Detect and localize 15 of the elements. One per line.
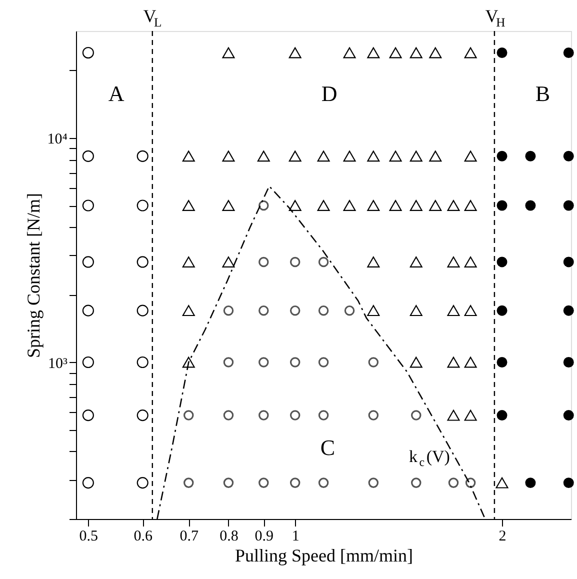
x-axis-title: Pulling Speed [mm/min] xyxy=(235,546,413,566)
x-tick-label: 0.5 xyxy=(79,528,98,544)
annotation: A xyxy=(108,81,124,106)
annotation: C xyxy=(320,435,336,460)
annotation: D xyxy=(321,81,338,106)
y-axis-title: Spring Constant [N/m] xyxy=(23,193,44,358)
y-tick-label: 10³ xyxy=(48,356,68,372)
x-tick-label: 0.8 xyxy=(220,528,238,544)
x-tick-label: 0.7 xyxy=(180,528,199,544)
y-tick-label: 10⁴ xyxy=(47,131,68,148)
annotation: B xyxy=(535,81,550,106)
x-tick-label: 0.9 xyxy=(254,528,274,544)
x-tick-label: 2 xyxy=(498,528,506,544)
x-tick-label: 1 xyxy=(292,528,300,544)
x-tick-label: 0.6 xyxy=(134,528,153,544)
